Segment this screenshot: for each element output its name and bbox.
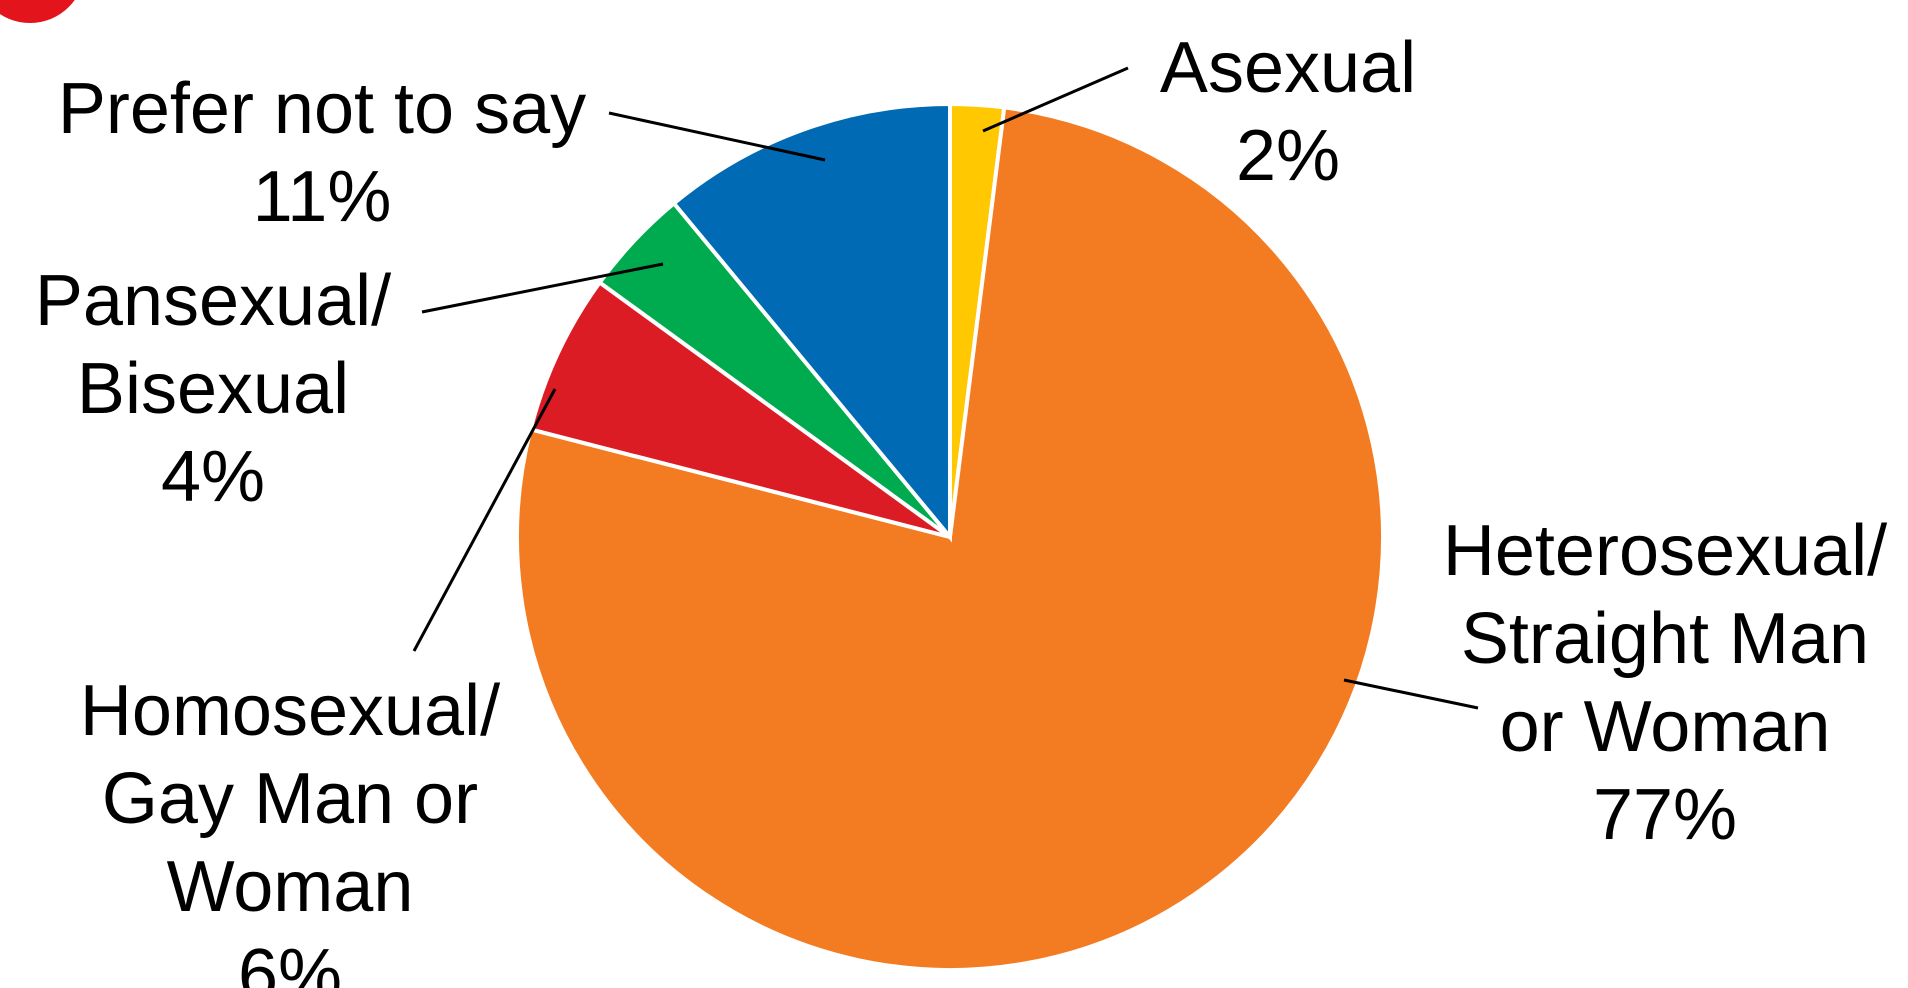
slice-label-homosexual-gay-man-or-woman: Homosexual/Gay Man or Woman 6% — [80, 671, 500, 988]
slice-label-prefer-not-to-say: Prefer not to say 11% — [58, 69, 586, 237]
leader-line-heterosexual-straight-man-or-woman — [1343, 678, 1479, 710]
leader-line-homosexual-gay-man-or-woman — [412, 388, 557, 652]
slice-label-asexual: Asexual 2% — [1160, 28, 1416, 196]
leader-lines — [412, 66, 1479, 710]
slice-labels: Asexual 2% Heterosexual/Straight Man or Wom… — [35, 28, 1887, 988]
pie-slice-prefer-not-to-say — [671, 101, 952, 543]
pie-slice-homosexual-gay-man-or-woman — [528, 279, 952, 539]
leader-line-asexual — [982, 66, 1129, 133]
slice-label-heterosexual-straight-man-or-woman: Heterosexual/Straight Man or Woman 77% — [1443, 511, 1887, 855]
corner-red-mark — [0, 0, 75, 23]
slice-label-pansexual-bisexual: Pansexual/Bisexual 4% — [35, 261, 391, 517]
leader-line-pansexual-bisexual — [421, 262, 664, 314]
pie-slices — [515, 101, 1385, 972]
leader-line-prefer-not-to-say — [608, 111, 826, 162]
